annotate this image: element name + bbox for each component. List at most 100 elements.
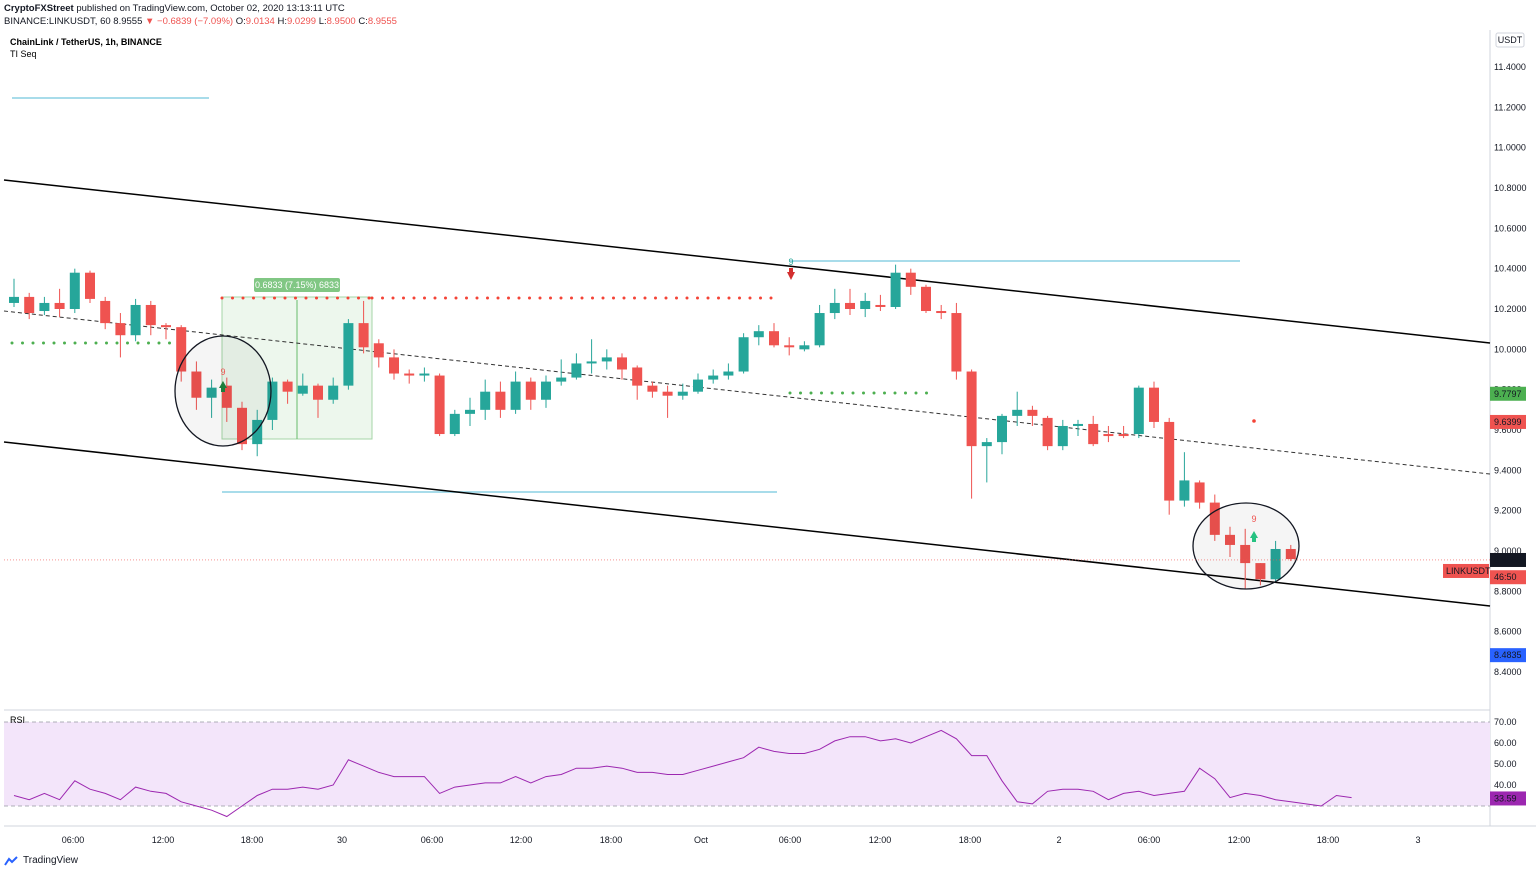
rsi-line[interactable] xyxy=(13,729,1352,818)
level-96399-bg[interactable] xyxy=(1490,414,1526,429)
symbol-label[interactable]: LINKUSDT xyxy=(1446,566,1491,576)
candle-up[interactable] xyxy=(343,319,354,390)
indicator-name[interactable]: TI Seq xyxy=(10,49,37,59)
candle-up[interactable] xyxy=(586,339,597,374)
candle-up[interactable] xyxy=(1179,452,1190,507)
candle-up[interactable] xyxy=(556,359,567,386)
candle-up[interactable] xyxy=(753,325,764,346)
candle-down[interactable] xyxy=(525,377,536,410)
level-97797-bg[interactable] xyxy=(1490,386,1526,401)
candle-down[interactable] xyxy=(617,353,627,380)
candle-down[interactable] xyxy=(662,385,673,418)
candle-up[interactable] xyxy=(601,349,612,370)
candle-down[interactable] xyxy=(85,270,95,303)
candle-down[interactable] xyxy=(389,349,399,380)
candle-down[interactable] xyxy=(1088,415,1099,447)
candle-up[interactable] xyxy=(449,409,460,437)
candle-down[interactable] xyxy=(495,381,506,418)
candle-up[interactable] xyxy=(1133,385,1144,439)
last-price-bg[interactable] xyxy=(1490,552,1526,567)
candle-up[interactable] xyxy=(814,304,825,348)
candle-up[interactable] xyxy=(419,367,430,382)
highlight-circle[interactable] xyxy=(1192,502,1300,590)
candle-up[interactable] xyxy=(510,371,521,414)
countdown-label[interactable]: 46:50 xyxy=(1494,572,1517,582)
candle-down[interactable] xyxy=(1255,563,1266,586)
candle-down[interactable] xyxy=(1194,480,1205,509)
candle-down[interactable] xyxy=(966,369,977,499)
candle-down[interactable] xyxy=(936,304,947,320)
candle-up[interactable] xyxy=(480,379,491,420)
countdown-bg[interactable] xyxy=(1490,570,1526,585)
candle-down[interactable] xyxy=(434,373,445,437)
candle-down[interactable] xyxy=(951,302,962,380)
currency-badge[interactable]: USDT xyxy=(1498,35,1523,45)
candle-down[interactable] xyxy=(647,381,658,398)
footer-brand[interactable]: TradingView xyxy=(4,855,78,866)
candle-up[interactable] xyxy=(9,278,19,307)
candle-up[interactable] xyxy=(39,296,50,316)
candle-up[interactable] xyxy=(860,292,871,318)
candle-down[interactable] xyxy=(1209,494,1220,541)
candle-down[interactable] xyxy=(1042,415,1053,451)
candle-up[interactable] xyxy=(997,413,1007,455)
candle-up[interactable] xyxy=(541,375,551,408)
rsi-last-label[interactable]: 33.59 xyxy=(1494,793,1517,803)
rsi-title[interactable]: RSI xyxy=(10,715,25,725)
candle-down[interactable] xyxy=(282,379,293,404)
candle-up[interactable] xyxy=(465,397,475,426)
candle-down[interactable] xyxy=(161,323,171,340)
candle-up[interactable] xyxy=(130,298,141,342)
candle-down[interactable] xyxy=(784,337,795,356)
candle-down[interactable] xyxy=(221,377,232,422)
candle-up[interactable] xyxy=(267,377,278,430)
candle-down[interactable] xyxy=(115,313,126,358)
candle-down[interactable] xyxy=(875,294,886,312)
candle-down[interactable] xyxy=(1118,425,1129,439)
candle-up[interactable] xyxy=(1012,391,1023,426)
candle-up[interactable] xyxy=(708,369,719,384)
candle-down[interactable] xyxy=(313,383,323,418)
candle-down[interactable] xyxy=(905,268,916,295)
level-96399-label[interactable]: 9.6399 xyxy=(1494,417,1522,427)
symbol-label-bg[interactable] xyxy=(1443,563,1489,578)
channel-upper-line[interactable] xyxy=(3,179,1491,344)
publisher-name[interactable]: CryptoFXStreet xyxy=(4,3,74,14)
level-97797-label[interactable]: 9.7797 xyxy=(1494,389,1522,399)
candle-down[interactable] xyxy=(632,365,643,400)
level-84835-label[interactable]: 8.4835 xyxy=(1494,650,1522,660)
candle-down[interactable] xyxy=(1240,528,1251,590)
candle-down[interactable] xyxy=(921,284,931,314)
candle-down[interactable] xyxy=(100,296,111,330)
candle-up[interactable] xyxy=(1073,419,1083,437)
candle-down[interactable] xyxy=(373,339,384,368)
candle-down[interactable] xyxy=(176,325,187,382)
candle-down[interactable] xyxy=(404,369,415,384)
candle-up[interactable] xyxy=(206,379,217,418)
candle-up[interactable] xyxy=(69,268,80,314)
candle-up[interactable] xyxy=(1057,419,1068,451)
level-84835-bg[interactable] xyxy=(1490,648,1526,663)
candle-up[interactable] xyxy=(297,373,308,396)
candle-down[interactable] xyxy=(1285,544,1296,562)
candle-up[interactable] xyxy=(328,377,339,404)
candle-down[interactable] xyxy=(1149,381,1159,428)
candle-up[interactable] xyxy=(723,363,734,380)
candle-down[interactable] xyxy=(1164,417,1175,515)
candle-down[interactable] xyxy=(1027,405,1038,426)
candle-down[interactable] xyxy=(24,292,35,320)
rsi-last-label-bg[interactable] xyxy=(1490,791,1526,806)
channel-lower-line[interactable] xyxy=(3,441,1491,607)
candle-down[interactable] xyxy=(845,288,855,316)
candle-up[interactable] xyxy=(799,341,810,352)
candle-down[interactable] xyxy=(1103,425,1114,443)
candle-down[interactable] xyxy=(358,300,369,354)
candle-up[interactable] xyxy=(829,288,840,320)
candle-down[interactable] xyxy=(191,361,202,410)
candle-up[interactable] xyxy=(1270,540,1281,582)
candle-down[interactable] xyxy=(54,288,65,318)
candle-up[interactable] xyxy=(693,373,703,394)
candle-up[interactable] xyxy=(571,353,582,380)
